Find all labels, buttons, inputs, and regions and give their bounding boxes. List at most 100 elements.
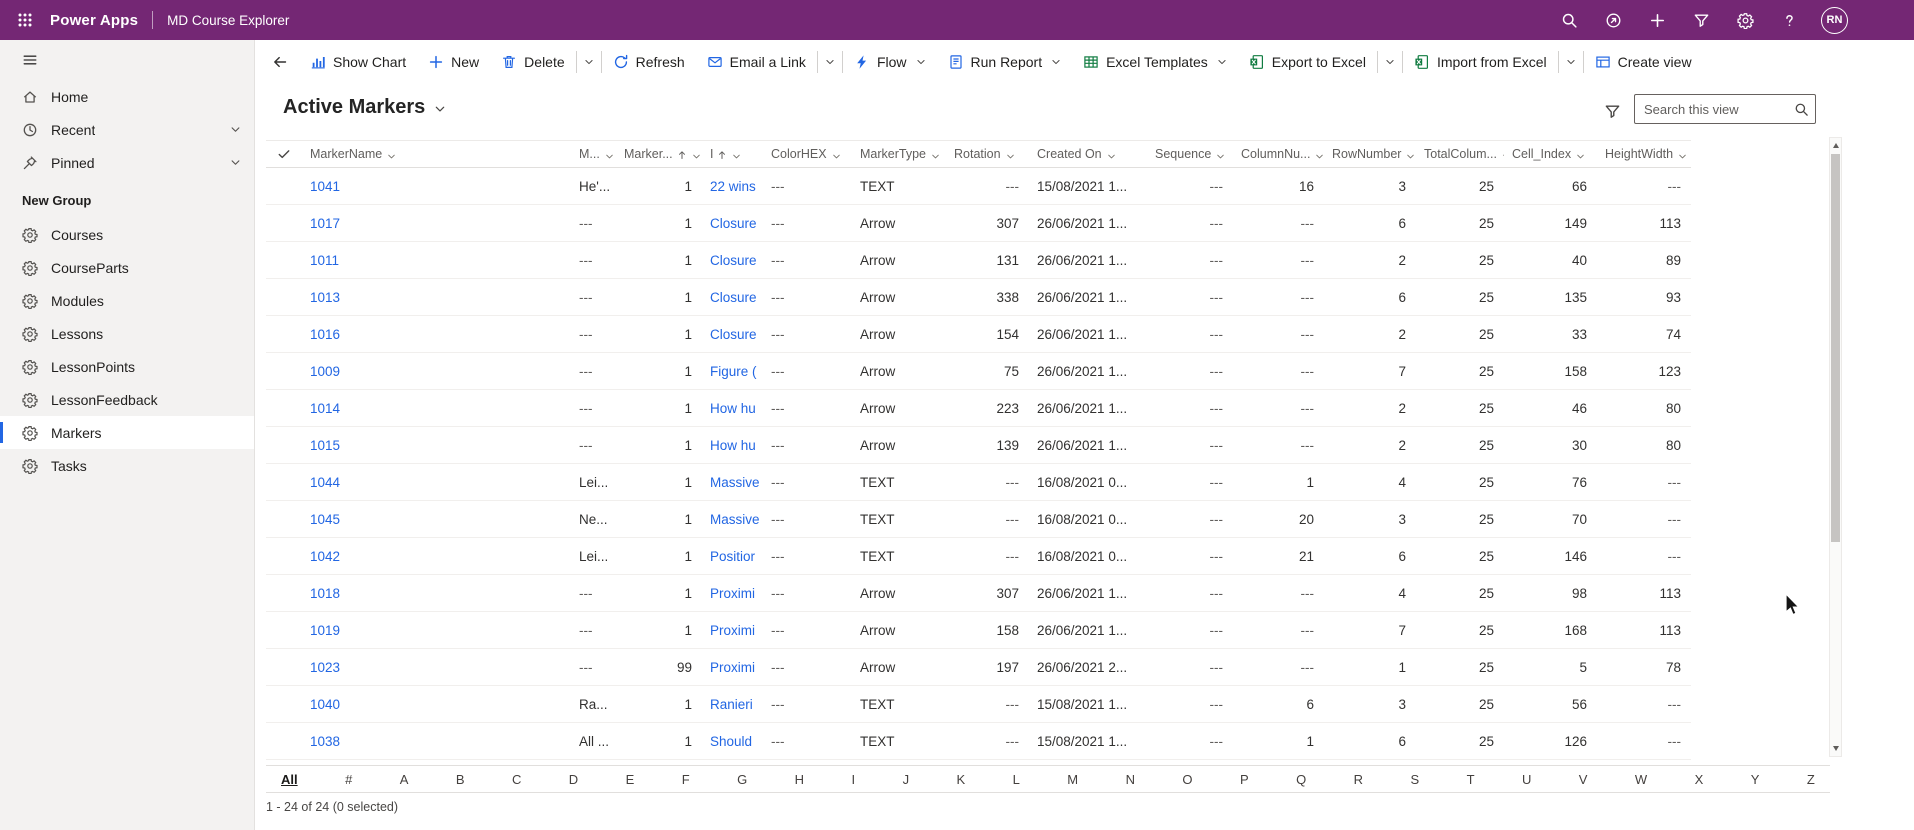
commandbar-split-chevron[interactable] — [818, 40, 842, 84]
quick-create-button[interactable] — [1635, 0, 1679, 40]
jump-letter-w[interactable]: W — [1634, 771, 1648, 787]
jump-letter-c[interactable]: C — [511, 771, 522, 787]
jump-letter-n[interactable]: N — [1125, 771, 1135, 787]
sidebar-item-home[interactable]: Home — [0, 80, 254, 113]
cell-i[interactable]: Closure — [710, 289, 757, 305]
jump-letter-g[interactable]: G — [737, 771, 748, 787]
jump-letter-j[interactable]: J — [902, 771, 910, 787]
cell-markername[interactable]: 1017 — [310, 215, 341, 231]
column-header-totalcolum[interactable]: TotalColum... — [1416, 141, 1504, 167]
view-selector[interactable]: Active Markers — [283, 94, 446, 120]
sidebar-item-recent[interactable]: Recent — [0, 113, 254, 146]
quick-launch-button[interactable] — [1591, 0, 1635, 40]
cell-markername[interactable]: 1042 — [310, 548, 341, 564]
cell-i[interactable]: Closure — [710, 215, 757, 231]
cell-markername[interactable]: 1018 — [310, 585, 341, 601]
row-checkbox-area[interactable] — [266, 316, 302, 352]
cell-markername[interactable]: 1019 — [310, 622, 341, 638]
row-checkbox-area[interactable] — [266, 686, 302, 722]
table-row[interactable]: 1015 --- 1 How hu --- Arrow 139 26/06/2021 1...… — [266, 427, 1691, 464]
commandbar-split-chevron[interactable] — [1378, 40, 1402, 84]
back-button[interactable] — [261, 40, 299, 84]
cell-i[interactable]: Closure — [710, 326, 757, 342]
jump-letter-o[interactable]: O — [1182, 771, 1193, 787]
sidebar-item-lessons[interactable]: Lessons — [0, 317, 254, 350]
scroll-up-arrow[interactable] — [1830, 139, 1841, 152]
flow-button[interactable]: Flow — [843, 40, 937, 84]
sidebar-item-modules[interactable]: Modules — [0, 284, 254, 317]
row-checkbox-area[interactable] — [266, 390, 302, 426]
cell-i[interactable]: Massive — [710, 474, 760, 490]
cell-markername[interactable]: 1013 — [310, 289, 341, 305]
jump-letter-m[interactable]: M — [1067, 771, 1079, 787]
column-header-markername[interactable]: MarkerName — [302, 141, 571, 167]
cell-i[interactable]: Proximi — [710, 585, 756, 601]
sidebar-item-lessonfeedback[interactable]: LessonFeedback — [0, 383, 254, 416]
avatar[interactable]: RN — [1821, 6, 1848, 34]
row-checkbox-area[interactable] — [266, 464, 302, 500]
table-row[interactable]: 1019 --- 1 Proximi --- Arrow 158 26/06/2021 1..… — [266, 612, 1691, 649]
column-header-marker[interactable]: Marker... — [616, 141, 702, 167]
cell-i[interactable]: Should — [710, 733, 753, 749]
row-checkbox-area[interactable] — [266, 723, 302, 759]
run-report-button[interactable]: Run Report — [937, 40, 1073, 84]
table-row[interactable]: 1038 All ... 1 Should --- TEXT --- 15/08/2021 1… — [266, 723, 1691, 760]
row-checkbox-area[interactable] — [266, 575, 302, 611]
cell-i[interactable]: Massive — [710, 511, 760, 527]
jump-letter-e[interactable]: E — [625, 771, 635, 787]
jump-letter-l[interactable]: L — [1012, 771, 1020, 787]
cell-i[interactable]: Ranieri — [710, 696, 753, 712]
select-all-checkbox[interactable] — [266, 141, 302, 167]
commandbar-split-chevron[interactable] — [577, 40, 601, 84]
jump-letter-r[interactable]: R — [1353, 771, 1364, 787]
sidebar-item-courseparts[interactable]: CourseParts — [0, 251, 254, 284]
cell-i[interactable]: Proximi — [710, 659, 756, 675]
cell-markername[interactable]: 1044 — [310, 474, 341, 490]
cell-markername[interactable]: 1014 — [310, 400, 341, 416]
filter-button[interactable] — [1600, 99, 1624, 123]
column-header-sequence[interactable]: Sequence — [1147, 141, 1233, 167]
environment-name[interactable]: MD Course Explorer — [167, 12, 290, 28]
cell-markername[interactable]: 1040 — [310, 696, 341, 712]
sidebar-item-markers[interactable]: Markers — [0, 416, 254, 449]
cell-markername[interactable]: 1016 — [310, 326, 341, 342]
jump-letter-y[interactable]: Y — [1750, 771, 1760, 787]
show-chart-button[interactable]: Show Chart — [299, 40, 417, 84]
jump-letter-p[interactable]: P — [1239, 771, 1249, 787]
table-row[interactable]: 1017 --- 1 Closure --- Arrow 307 26/06/2021 1..… — [266, 205, 1691, 242]
jump-letter-z[interactable]: Z — [1806, 771, 1815, 787]
view-search-input[interactable] — [1635, 101, 1787, 117]
excel-templates-button[interactable]: Excel Templates — [1072, 40, 1238, 84]
table-row[interactable]: 1018 --- 1 Proximi --- Arrow 307 26/06/2021 1..… — [266, 575, 1691, 612]
jump-letter-q[interactable]: Q — [1296, 771, 1307, 787]
vertical-scrollbar[interactable] — [1829, 137, 1842, 757]
cell-markername[interactable]: 1015 — [310, 437, 341, 453]
sitemap-toggle-button[interactable] — [0, 40, 254, 80]
jump-letter-u[interactable]: U — [1521, 771, 1532, 787]
cell-markername[interactable]: 1041 — [310, 178, 341, 194]
cell-markername[interactable]: 1011 — [310, 252, 340, 268]
jump-letter-hash[interactable]: # — [345, 771, 353, 787]
column-header-created-on[interactable]: Created On — [1029, 141, 1147, 167]
jump-letter-b[interactable]: B — [455, 771, 465, 787]
table-row[interactable]: 1023 --- 99 Proximi --- Arrow 197 26/06/2021 2.… — [266, 649, 1691, 686]
row-checkbox-area[interactable] — [266, 353, 302, 389]
column-header-m[interactable]: M... — [571, 141, 616, 167]
jump-letter-k[interactable]: K — [956, 771, 966, 787]
cell-i[interactable]: Proximi — [710, 622, 756, 638]
row-checkbox-area[interactable] — [266, 427, 302, 463]
scrollbar-thumb[interactable] — [1831, 154, 1840, 542]
sidebar-item-courses[interactable]: Courses — [0, 218, 254, 251]
cell-i[interactable]: 22 wins — [710, 178, 756, 194]
import-from-excel-button[interactable]: Import from Excel — [1403, 40, 1558, 84]
row-checkbox-area[interactable] — [266, 612, 302, 648]
table-row[interactable]: 1041 He'... 1 22 wins --- TEXT --- 15/08/2021 1… — [266, 168, 1691, 205]
column-header-i[interactable]: I — [702, 141, 763, 167]
table-row[interactable]: 1040 Ra... 1 Ranieri --- TEXT --- 15/08/2021 1.… — [266, 686, 1691, 723]
refresh-button[interactable]: Refresh — [602, 40, 696, 84]
row-checkbox-area[interactable] — [266, 168, 302, 204]
jump-letter-t[interactable]: T — [1466, 771, 1475, 787]
sidebar-item-tasks[interactable]: Tasks — [0, 449, 254, 482]
email-a-link-button[interactable]: Email a Link — [696, 40, 817, 84]
column-header-cell-index[interactable]: Cell_Index — [1504, 141, 1597, 167]
